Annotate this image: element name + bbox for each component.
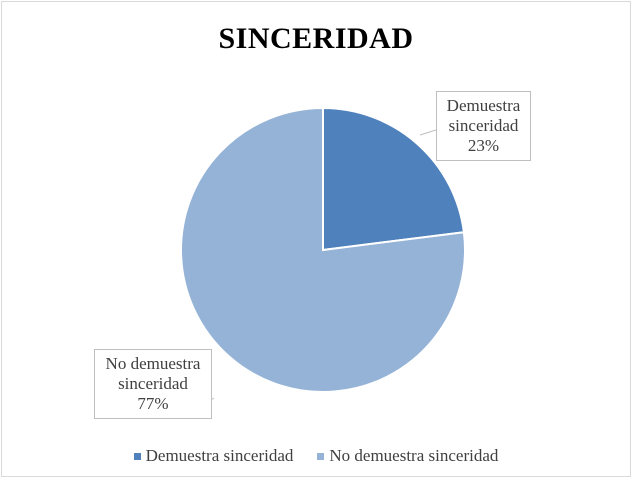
chart-title: SINCERIDAD: [218, 22, 414, 55]
data-label-no-demuestra-line2: sinceridad: [118, 374, 188, 393]
legend-item-demuestra-sinceridad: Demuestra sinceridad: [133, 446, 294, 466]
legend-item-no-demuestra-sinceridad: No demuestra sinceridad: [317, 446, 498, 466]
chart-legend: Demuestra sinceridad No demuestra sincer…: [2, 446, 630, 466]
data-label-demuestra-sinceridad: Demuestra sinceridad 23%: [436, 91, 531, 161]
leader-line-demuestra: [419, 129, 437, 136]
legend-label-no-demuestra: No demuestra sinceridad: [329, 446, 499, 465]
data-label-demuestra-line1: Demuestra: [446, 96, 521, 115]
legend-swatch-demuestra: [133, 452, 141, 460]
data-label-no-demuestra-sinceridad: No demuestra sinceridad 77%: [94, 349, 212, 419]
pie-slice-no-demuestra-sinceridad: [180, 106, 466, 393]
data-label-demuestra-line2: sinceridad: [448, 116, 519, 135]
pie-slice-demuestra-sinceridad: [322, 106, 465, 252]
data-label-demuestra-percent: 23%: [467, 136, 500, 155]
data-label-no-demuestra-percent: 77%: [137, 394, 169, 413]
data-label-no-demuestra-line1: No demuestra: [105, 354, 201, 373]
legend-label-demuestra: Demuestra sinceridad: [145, 446, 294, 465]
legend-swatch-no-demuestra: [317, 452, 325, 460]
